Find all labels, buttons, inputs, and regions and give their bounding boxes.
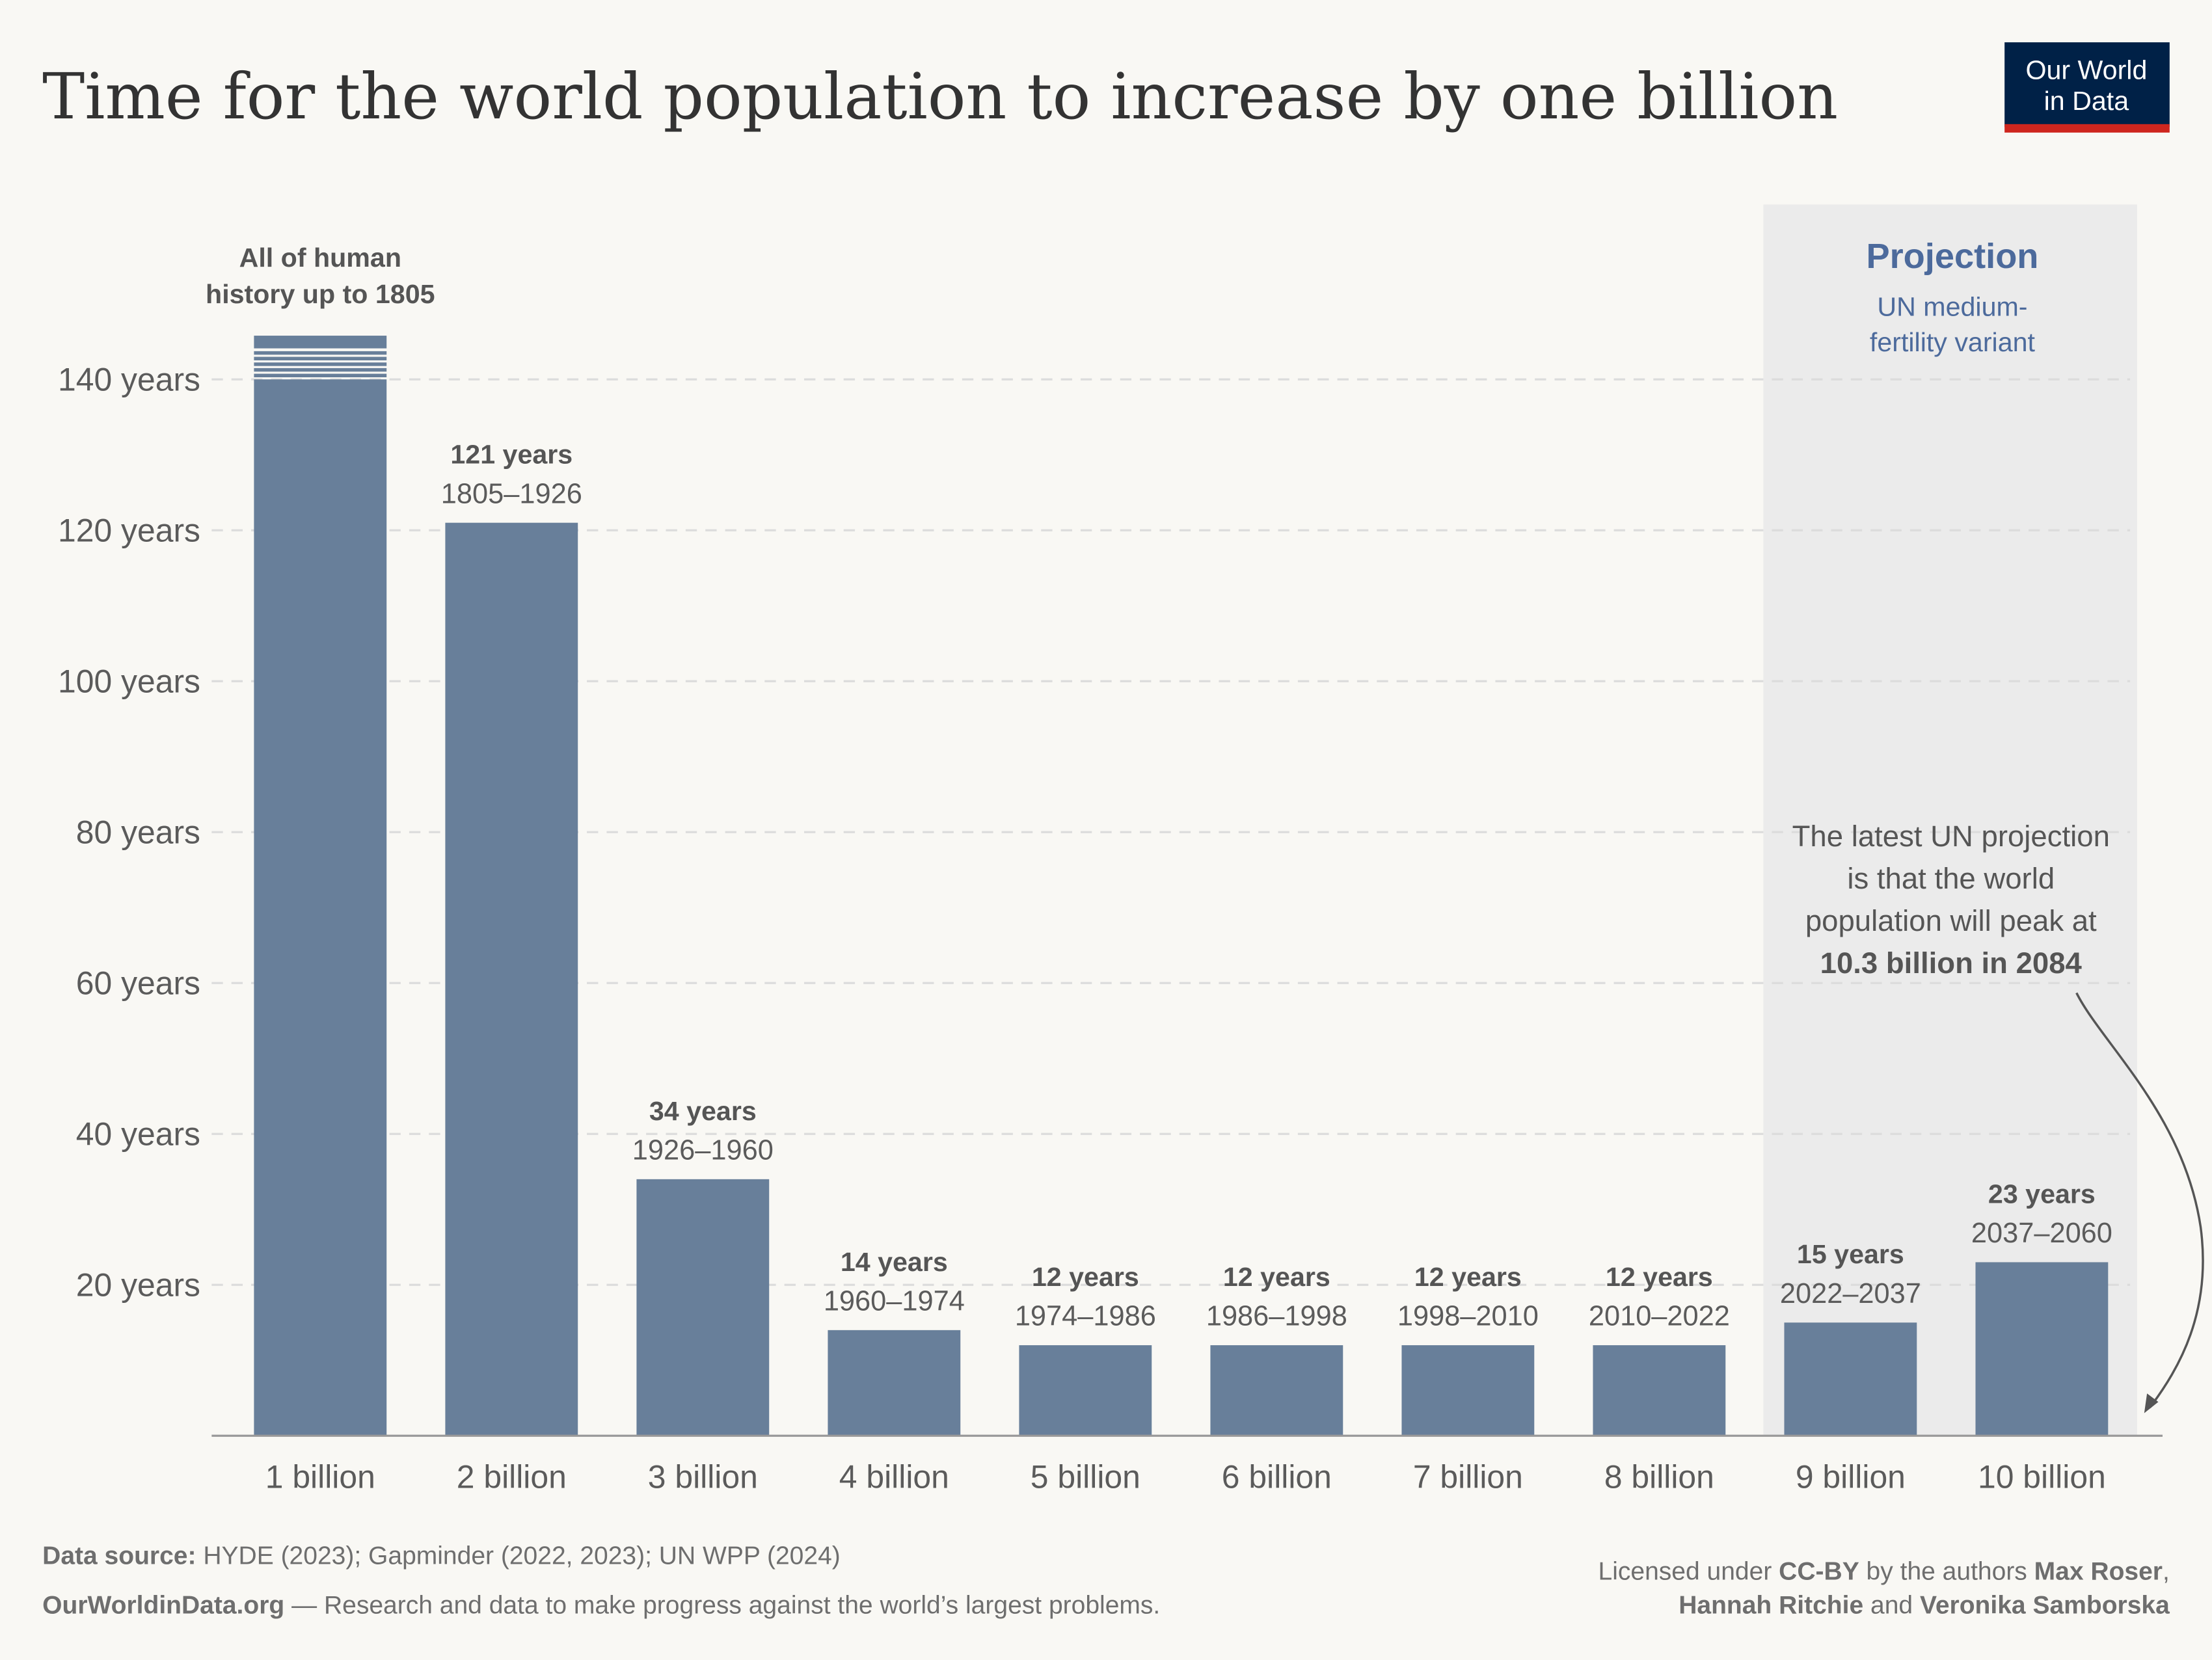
x-category-label: 1 billion <box>265 1458 375 1495</box>
broken-bar-stripe <box>254 373 387 377</box>
y-tick-label: 20 years <box>76 1267 200 1304</box>
bar-labels: 121 years 1805–1926 34 years 1926–1960 14 ye… <box>441 440 2112 1332</box>
author-3: Veronika Samborska <box>1920 1591 2170 1619</box>
license-line2: Hannah Ritchie and Veronika Samborska <box>1679 1591 2170 1619</box>
author-2: Hannah Ritchie <box>1679 1591 1863 1619</box>
author-sep: , <box>2163 1557 2170 1585</box>
y-tick-label: 120 years <box>58 513 200 549</box>
chart-title: Time for the world population to increas… <box>42 60 1838 134</box>
bar-range-label: 1974–1986 <box>1015 1301 1156 1332</box>
site-link[interactable]: OurWorldinData.org <box>42 1591 284 1619</box>
source-label: Data source: <box>42 1542 196 1570</box>
annotation-line3: population will peak at <box>1805 904 2097 937</box>
x-category-label: 2 billion <box>457 1458 567 1495</box>
owid-logo[interactable]: Our World in Data <box>2004 42 2170 133</box>
bar-range-label: 1986–1998 <box>1206 1301 1347 1332</box>
bar-value-label: 15 years <box>1797 1239 1904 1269</box>
author-1: Max Roser <box>2034 1557 2163 1585</box>
y-tick-label: 80 years <box>76 814 200 851</box>
bar-9-billion <box>1784 1322 1917 1436</box>
x-category-label: 10 billion <box>1978 1458 2106 1495</box>
bars <box>254 336 2109 1436</box>
logo-text-line1: Our World <box>2025 55 2147 85</box>
projection-title: Projection <box>1866 237 2038 276</box>
bar-range-label: 1960–1974 <box>824 1285 965 1317</box>
annotation-arrow <box>2075 992 2204 1408</box>
author-and: and <box>1863 1591 1920 1619</box>
bar-value-label: 14 years <box>841 1247 948 1277</box>
bar-4-billion <box>828 1330 961 1436</box>
first-bar-label-line2: history up to 1805 <box>206 279 435 309</box>
logo-text-line2: in Data <box>2044 86 2129 116</box>
bar-value-label: 121 years <box>450 440 573 470</box>
arrowhead-icon <box>2144 1393 2159 1413</box>
bar-value-label: 12 years <box>1606 1262 1713 1292</box>
bar-range-label: 2037–2060 <box>1971 1218 2112 1249</box>
broken-bar-stripe <box>254 368 387 372</box>
license-prefix: Licensed under <box>1598 1557 1779 1585</box>
bar-range-label: 2022–2037 <box>1780 1278 1921 1309</box>
y-tick-label: 140 years <box>58 362 200 398</box>
bar-2-billion <box>445 522 578 1436</box>
tagline: — Research and data to make progress aga… <box>284 1591 1160 1619</box>
bar-value-label: 12 years <box>1032 1262 1139 1292</box>
y-tick-label: 100 years <box>58 663 200 700</box>
x-category-label: 3 billion <box>648 1458 758 1495</box>
bar-1-billion <box>254 379 387 1436</box>
x-category-label: 4 billion <box>839 1458 949 1495</box>
bar-7-billion <box>1401 1345 1535 1436</box>
bar-range-label: 1805–1926 <box>441 478 582 509</box>
license-line1: Licensed under CC-BY by the authors Max … <box>1598 1557 2170 1585</box>
logo-accent-bar <box>2004 124 2170 133</box>
x-axis-categories: 1 billion 2 billion 3 billion 4 billion 5 bi… <box>265 1458 2106 1495</box>
x-category-label: 7 billion <box>1413 1458 1523 1495</box>
x-category-label: 9 billion <box>1796 1458 1906 1495</box>
x-category-label: 8 billion <box>1604 1458 1714 1495</box>
bar-3-billion <box>636 1179 770 1436</box>
projection-subtitle-line1: UN medium- <box>1877 292 2027 322</box>
bar-range-label: 1998–2010 <box>1397 1301 1539 1332</box>
bar-range-label: 1926–1960 <box>632 1134 774 1166</box>
bar-value-label: 12 years <box>1414 1262 1522 1292</box>
first-bar-label-line1: All of human <box>239 243 401 273</box>
bar-value-label: 12 years <box>1223 1262 1330 1292</box>
bar-5-billion <box>1019 1345 1152 1436</box>
projection-subtitle-line2: fertility variant <box>1870 327 2036 357</box>
bar-range-label: 2010–2022 <box>1589 1301 1730 1332</box>
broken-bar-cap <box>254 336 387 349</box>
site-credit: OurWorldinData.org — Research and data t… <box>42 1591 1160 1619</box>
license-link[interactable]: CC-BY <box>1779 1557 1859 1585</box>
broken-bar-stripe <box>254 362 387 366</box>
logo-background <box>2004 42 2170 127</box>
y-tick-label: 40 years <box>76 1116 200 1153</box>
data-source: Data source: HYDE (2023); Gapminder (202… <box>42 1542 841 1570</box>
annotation-line4: 10.3 billion in 2084 <box>1820 946 2083 980</box>
y-axis-ticks: 20 years 40 years 60 years 80 years 100 year… <box>58 362 200 1304</box>
bar-6-billion <box>1210 1345 1343 1436</box>
bar-10-billion <box>1975 1262 2109 1436</box>
license-mid: by the authors <box>1859 1557 2034 1585</box>
broken-bar-stripe <box>254 351 387 355</box>
bar-value-label: 34 years <box>649 1096 757 1126</box>
bar-value-label: 23 years <box>1988 1179 2096 1209</box>
projection-region <box>1763 204 2137 1436</box>
annotation-line2: is that the world <box>1847 862 2055 895</box>
annotation: The latest UN projection is that the wor… <box>1792 820 2204 1413</box>
source-text: HYDE (2023); Gapminder (2022, 2023); UN … <box>196 1542 841 1570</box>
y-tick-label: 60 years <box>76 965 200 1002</box>
broken-bar-stripe <box>254 356 387 360</box>
annotation-line1: The latest UN projection <box>1792 820 2110 853</box>
x-category-label: 5 billion <box>1031 1458 1140 1495</box>
bar-8-billion <box>1593 1345 1726 1436</box>
x-category-label: 6 billion <box>1222 1458 1332 1495</box>
